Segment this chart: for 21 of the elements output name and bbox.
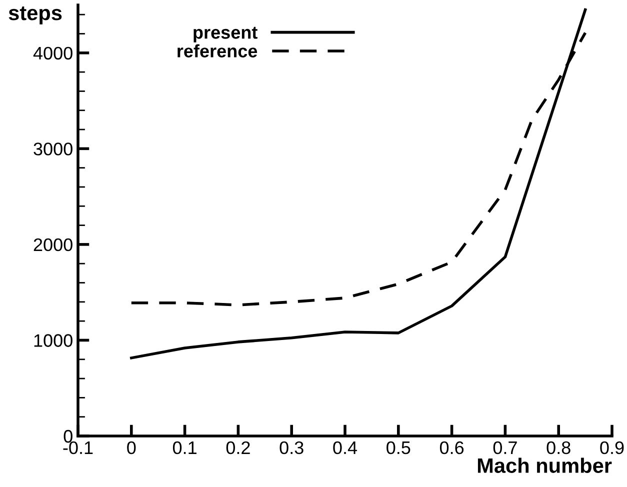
x-tick-label: -0.1 bbox=[63, 441, 93, 454]
legend-label: reference bbox=[178, 44, 258, 58]
y-tick-label: 3000 bbox=[34, 142, 72, 156]
x-tick-label: 0.7 bbox=[493, 441, 517, 454]
y-tick-label: 2000 bbox=[34, 238, 72, 252]
x-tick-label: 0 bbox=[127, 441, 136, 454]
y-axis-title: steps bbox=[8, 6, 62, 24]
x-tick-label: 0.4 bbox=[333, 441, 358, 454]
x-axis-title: Mach number bbox=[478, 458, 612, 473]
y-tick-label: 1000 bbox=[34, 334, 72, 347]
x-tick-label: 0.1 bbox=[172, 441, 196, 454]
legend-label: present bbox=[194, 26, 258, 42]
y-tick-label: 4000 bbox=[33, 46, 72, 60]
line-series bbox=[130, 8, 587, 360]
x-tick-label: 0.9 bbox=[600, 441, 624, 454]
x-tick-label: 0.8 bbox=[546, 441, 570, 454]
x-tick-label: 0.6 bbox=[440, 441, 464, 454]
x-tick-label: 0.3 bbox=[280, 441, 304, 454]
y-tick-label: 0 bbox=[64, 430, 72, 443]
x-tick-label: 0.5 bbox=[386, 441, 410, 454]
x-tick-label: 0.2 bbox=[226, 441, 250, 454]
